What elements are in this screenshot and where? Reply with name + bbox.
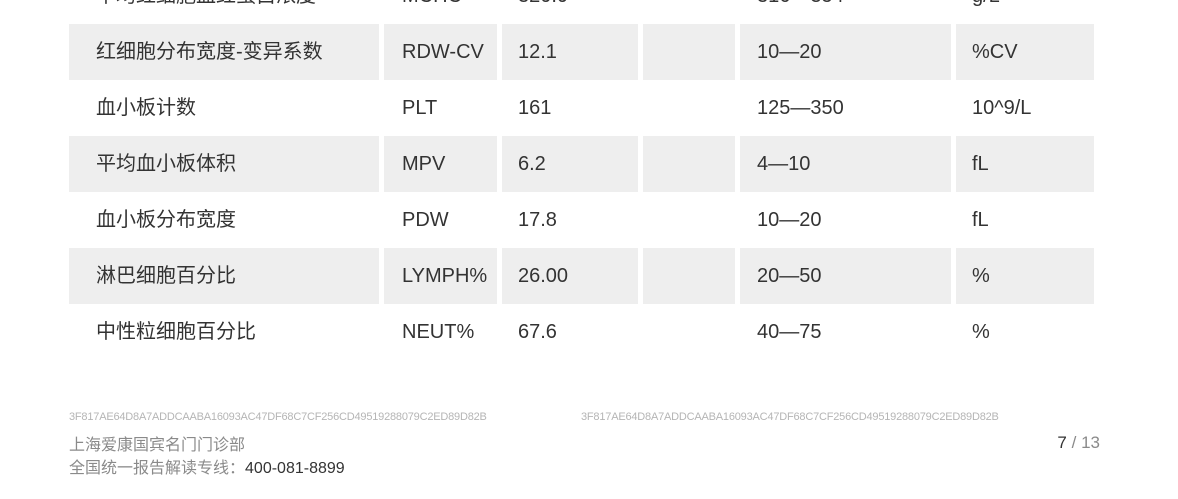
cell-result: 67.6 [518,321,557,343]
empty-cell [643,248,735,304]
hotline-number: 400-081-8899 [245,460,345,477]
hotline-label: 全国统一报告解读专线： [69,460,246,477]
report-code: 3F817AE64D8A7ADDCAABA16093AC47DF68C7CF25… [69,411,487,423]
cell-result: 320.0 [502,0,638,24]
cell-range: 10—20 [740,24,951,80]
cell-code: NEUT% [402,321,475,343]
cell-range: 316—354 [740,0,951,24]
empty-cell [643,192,735,248]
empty-cell [643,80,735,136]
cell-name: 血小板分布宽度 [96,209,236,231]
cell-range: 20—50 [740,248,951,304]
cell-unit: % [972,321,990,343]
cell-result: 161 [518,97,552,119]
cell-range: 4—10 [740,136,951,192]
cell-code: PDW [402,209,449,231]
hotline: 全国统一报告解读专线：400-081-8899 [69,454,345,478]
empty-cell [643,24,735,80]
current-page: 7 [1057,433,1067,452]
total-pages: 13 [1081,433,1100,452]
cell-code: PLT [402,97,438,119]
cell-name: 中性粒细胞百分比 [96,321,256,343]
cell-result: 26.00 [502,248,638,304]
cell-range: 40—75 [757,321,822,343]
cell-unit: % [956,248,1094,304]
empty-cell [643,304,735,360]
cell-name: 平均红细胞血红蛋白浓度 [69,0,379,24]
cell-name: 平均血小板体积 [69,136,379,192]
cell-range: 125—350 [757,97,844,119]
clinic-name: 上海爱康国宾名门门诊部 [69,437,246,454]
cell-unit: 10^9/L [972,97,1032,119]
cell-unit: fL [956,136,1094,192]
cell-unit: g/L [956,0,1094,24]
cell-code: MCHC [384,0,497,24]
cell-name: 血小板计数 [96,97,196,119]
page-separator: / [1071,433,1077,452]
page-number: 7 / 13 [1057,433,1100,453]
cell-name: 淋巴细胞百分比 [69,248,379,304]
cell-code: MPV [384,136,497,192]
empty-cell [643,136,735,192]
cell-unit: %CV [956,24,1094,80]
cell-name: 红细胞分布宽度-变异系数 [69,24,379,80]
cell-result: 17.8 [518,209,557,231]
cell-unit: fL [972,209,989,231]
cell-code: LYMPH% [384,248,497,304]
cell-code: RDW-CV [384,24,497,80]
report-code: 3F817AE64D8A7ADDCAABA16093AC47DF68C7CF25… [581,411,999,423]
cell-result: 6.2 [502,136,638,192]
cell-result: 12.1 [502,24,638,80]
empty-cell [643,0,735,24]
cell-range: 10—20 [757,209,822,231]
